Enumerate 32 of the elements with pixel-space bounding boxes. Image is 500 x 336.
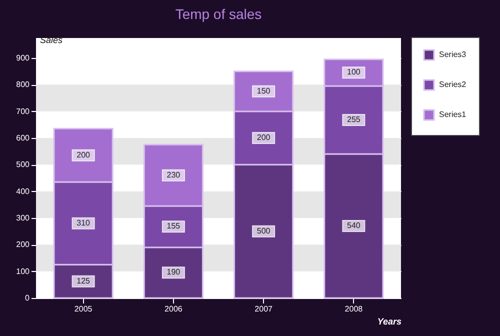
y-tick-label: 0	[25, 294, 30, 302]
data-label: 125	[76, 276, 91, 286]
y-tick-label: 100	[16, 266, 30, 276]
data-label: 255	[347, 115, 361, 124]
y-tick-label: 400	[16, 186, 30, 196]
legend-label: Series1	[439, 110, 467, 119]
data-label: 540	[347, 221, 361, 230]
y-tick-label: 800	[16, 80, 30, 90]
x-tick-label: 2005	[74, 304, 93, 314]
data-label: 200	[256, 133, 271, 142]
data-label: 200	[76, 150, 91, 160]
legend-label: Series3	[439, 50, 467, 59]
data-label: 100	[347, 68, 361, 77]
data-label: 230	[166, 170, 181, 180]
data-label: 155	[166, 222, 181, 231]
legend-label: Series2	[439, 80, 467, 89]
chart-title: Temp of sales	[175, 6, 262, 22]
x-tick-label: 2008	[344, 304, 364, 314]
data-label: 310	[76, 218, 91, 228]
y-tick-label: 700	[16, 106, 30, 116]
x-tick-label: 2006	[164, 304, 183, 314]
x-axis-title: Years	[377, 316, 402, 326]
y-tick-label: 600	[16, 134, 30, 142]
y-tick-label: 200	[16, 240, 30, 250]
y-tick-label: 500	[16, 160, 30, 170]
data-label: 190	[166, 268, 181, 277]
y-axis-title: Sales	[40, 35, 64, 45]
y-tick-label: 300	[16, 214, 30, 222]
data-label: 500	[256, 226, 271, 236]
y-tick-label: 900	[16, 54, 30, 62]
x-tick-label: 2007	[254, 304, 274, 314]
data-label: 150	[256, 86, 271, 96]
